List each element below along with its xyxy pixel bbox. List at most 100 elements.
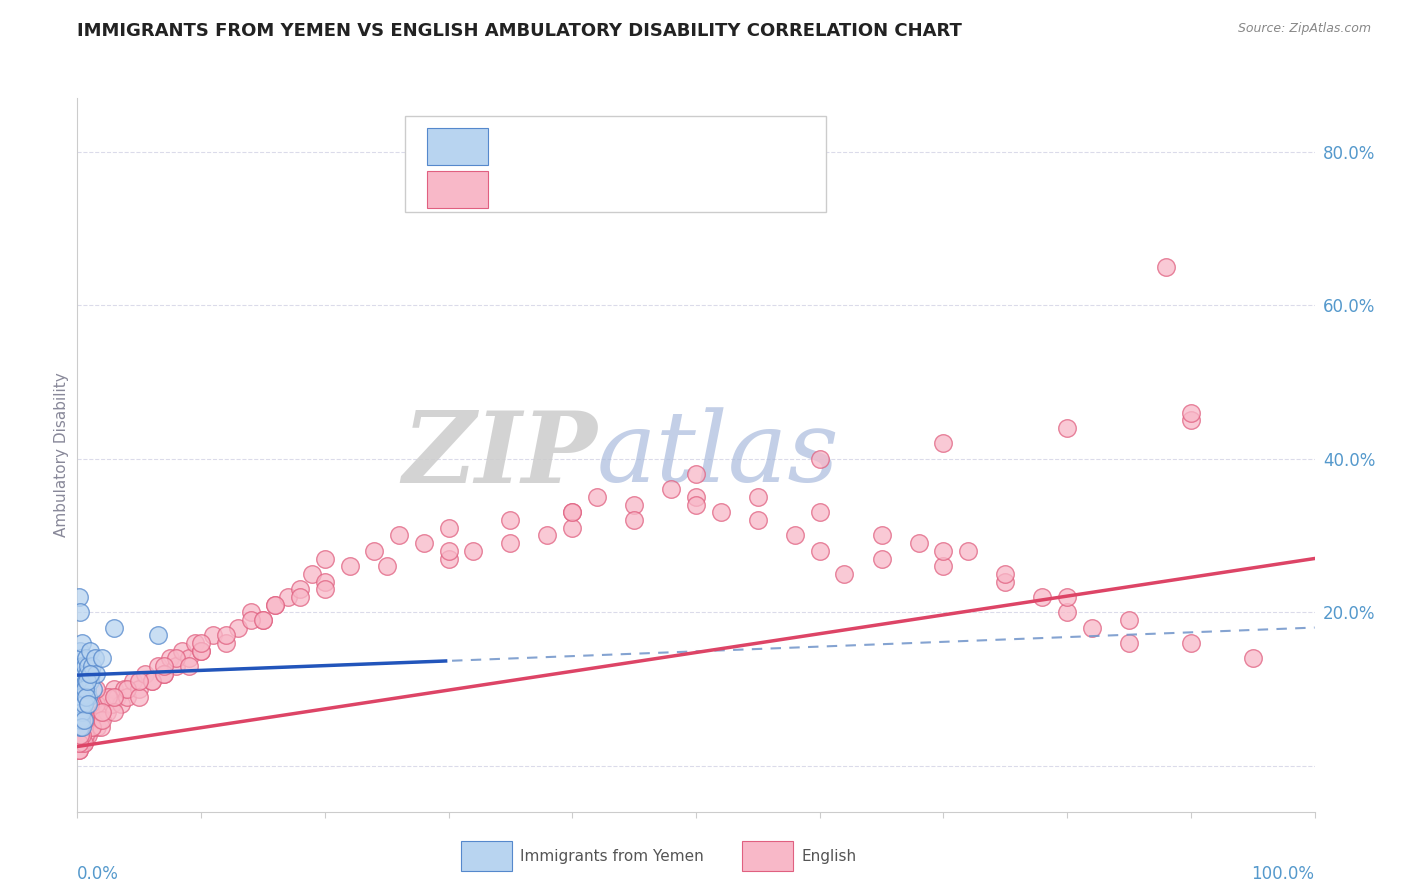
Point [1056, 605, 1078, 619]
Point [1180, 406, 1202, 420]
Point [110, 698, 132, 712]
Point [69, 698, 91, 712]
Point [83, 713, 105, 727]
Point [82, 720, 104, 734]
FancyBboxPatch shape [405, 116, 825, 212]
Point [76, 713, 98, 727]
Point [98, 690, 121, 704]
Text: 50: 50 [706, 137, 728, 155]
Text: 100.0%: 100.0% [1251, 865, 1315, 883]
Point [70, 736, 93, 750]
Point [75, 728, 97, 742]
Point [82, 681, 104, 696]
Point [72, 659, 94, 673]
Point [69, 736, 91, 750]
Point [91, 651, 114, 665]
Text: R =: R = [508, 139, 541, 153]
Point [314, 551, 336, 566]
Point [128, 681, 150, 696]
Point [82, 720, 104, 734]
Text: IMMIGRANTS FROM YEMEN VS ENGLISH AMBULATORY DISABILITY CORRELATION CHART: IMMIGRANTS FROM YEMEN VS ENGLISH AMBULAT… [77, 22, 962, 40]
Point [808, 451, 831, 466]
Point [375, 559, 398, 574]
Point [122, 674, 145, 689]
Point [67, 590, 90, 604]
Point [84, 698, 107, 712]
Point [70, 728, 93, 742]
Point [72, 736, 94, 750]
Point [437, 544, 460, 558]
Point [69, 720, 91, 734]
Point [103, 690, 125, 704]
Point [105, 690, 128, 704]
Point [76, 713, 98, 727]
Point [67, 713, 90, 727]
Text: 0.520: 0.520 [564, 180, 616, 198]
Point [69, 698, 91, 712]
Point [808, 544, 831, 558]
Point [536, 528, 558, 542]
Point [134, 666, 156, 681]
Text: English: English [801, 849, 856, 863]
Point [72, 713, 94, 727]
Point [1056, 421, 1078, 435]
Point [70, 690, 93, 704]
Point [96, 705, 118, 719]
Point [83, 651, 105, 665]
Point [72, 690, 94, 704]
Point [70, 728, 93, 742]
Point [1154, 260, 1177, 274]
Point [239, 605, 262, 619]
Point [101, 698, 124, 712]
Point [67, 736, 90, 750]
Point [79, 643, 101, 657]
Point [76, 681, 98, 696]
Point [561, 506, 583, 520]
Point [67, 674, 90, 689]
Point [202, 628, 225, 642]
Point [84, 666, 107, 681]
Point [86, 720, 108, 734]
Point [190, 643, 212, 657]
Point [84, 681, 107, 696]
Point [72, 728, 94, 742]
Point [363, 544, 385, 558]
Point [165, 651, 187, 665]
Point [437, 521, 460, 535]
Point [80, 666, 103, 681]
Point [146, 628, 169, 642]
Point [685, 498, 707, 512]
Point [659, 483, 682, 497]
Point [1118, 636, 1140, 650]
Point [264, 598, 287, 612]
Text: 164: 164 [706, 180, 741, 198]
Point [932, 559, 955, 574]
Point [79, 674, 101, 689]
Point [69, 698, 91, 712]
Point [72, 736, 94, 750]
Point [77, 728, 100, 742]
Point [561, 521, 583, 535]
Point [177, 659, 200, 673]
Point [79, 666, 101, 681]
Point [808, 506, 831, 520]
Point [153, 666, 176, 681]
Text: 0.133: 0.133 [564, 137, 616, 155]
Point [907, 536, 929, 550]
Point [277, 590, 299, 604]
Point [103, 705, 125, 719]
Point [70, 681, 93, 696]
Point [957, 544, 980, 558]
Point [339, 559, 361, 574]
Point [91, 705, 114, 719]
Point [73, 681, 96, 696]
Text: R =: R = [508, 182, 541, 196]
FancyBboxPatch shape [427, 170, 488, 208]
Point [69, 605, 91, 619]
Point [264, 598, 287, 612]
Point [783, 528, 806, 542]
Point [79, 698, 101, 712]
Point [301, 566, 323, 581]
Point [72, 720, 94, 734]
Text: Immigrants from Yemen: Immigrants from Yemen [520, 849, 704, 863]
